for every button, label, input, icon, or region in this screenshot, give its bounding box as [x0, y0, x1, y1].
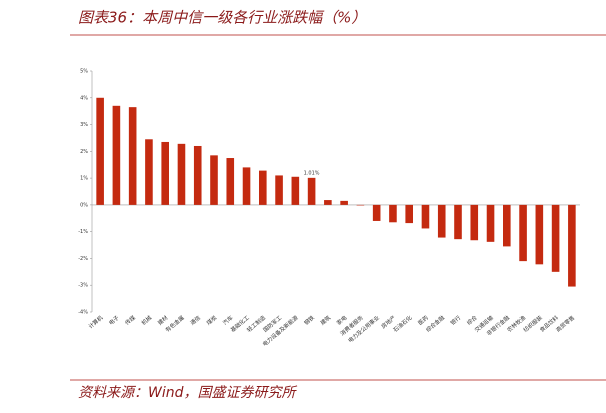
- bar: [437, 204, 446, 238]
- y-tick-label: -1%: [78, 229, 88, 235]
- chart-title: 图表36：本周中信一级各行业涨跌幅（%）: [78, 9, 366, 27]
- x-tick-label: 石油石化: [391, 313, 413, 334]
- bar: [519, 204, 527, 262]
- data-label: 1.01%: [304, 170, 320, 176]
- x-tick-label: 建筑: [319, 313, 333, 327]
- y-tick-label: 3%: [80, 122, 88, 128]
- x-tick-label: 家电: [335, 313, 349, 327]
- source: 资料来源：Wind，国盛证券研究所: [78, 385, 297, 401]
- bar: [405, 204, 413, 224]
- bar: [551, 204, 560, 272]
- bar: [372, 204, 381, 221]
- x-tick-label: 机械: [140, 313, 154, 327]
- bar: [291, 176, 300, 205]
- bar: [112, 105, 121, 205]
- bar: [568, 204, 576, 287]
- bar: [259, 170, 267, 205]
- x-tick-label: 有色金属: [164, 314, 186, 334]
- x-tick-label: 综合: [465, 313, 479, 327]
- bar: [242, 167, 251, 205]
- x-tick-label: 通信: [188, 313, 202, 327]
- x-tick-label: 医药: [416, 313, 430, 327]
- bar: [324, 200, 332, 205]
- bar: [307, 177, 316, 205]
- y-tick-label: 0%: [80, 202, 88, 208]
- bar: [177, 143, 186, 205]
- y-tick-label: 2%: [80, 149, 88, 155]
- bar: [486, 204, 495, 242]
- bar: [161, 141, 169, 205]
- x-tick-label: 综合金融: [424, 313, 446, 334]
- y-tick-label: 5%: [80, 69, 88, 75]
- x-tick-label: 传媒: [123, 313, 137, 327]
- y-tick-label: -4%: [78, 310, 88, 316]
- x-tick-label: 汽车: [221, 313, 235, 327]
- bar: [128, 107, 137, 205]
- bar: [356, 204, 365, 206]
- bar: [96, 97, 104, 205]
- bar: [210, 155, 218, 205]
- x-tick-label: 煤炭: [205, 313, 219, 327]
- x-tick-label: 商贸零售: [554, 314, 576, 334]
- y-tick-label: -3%: [78, 283, 88, 289]
- bar: [421, 204, 430, 229]
- bar: [193, 145, 202, 205]
- bar: [275, 175, 283, 205]
- bar: [340, 200, 348, 205]
- x-tick-label: 建材: [156, 313, 170, 327]
- y-tick-label: 4%: [80, 95, 88, 101]
- x-tick-label: 钢铁: [302, 313, 316, 327]
- bar: [389, 204, 397, 223]
- bar: [454, 204, 462, 240]
- y-tick-label: 1%: [80, 176, 88, 182]
- x-tick-label: 电子: [107, 313, 121, 327]
- bar: [503, 204, 511, 247]
- y-tick-label: -2%: [78, 256, 88, 262]
- x-tick-label: 银行: [449, 313, 463, 327]
- bar: [145, 139, 153, 205]
- x-tick-label: 计算机: [87, 313, 105, 330]
- bar: [226, 158, 235, 205]
- bar: [535, 204, 544, 265]
- bar: [470, 204, 479, 241]
